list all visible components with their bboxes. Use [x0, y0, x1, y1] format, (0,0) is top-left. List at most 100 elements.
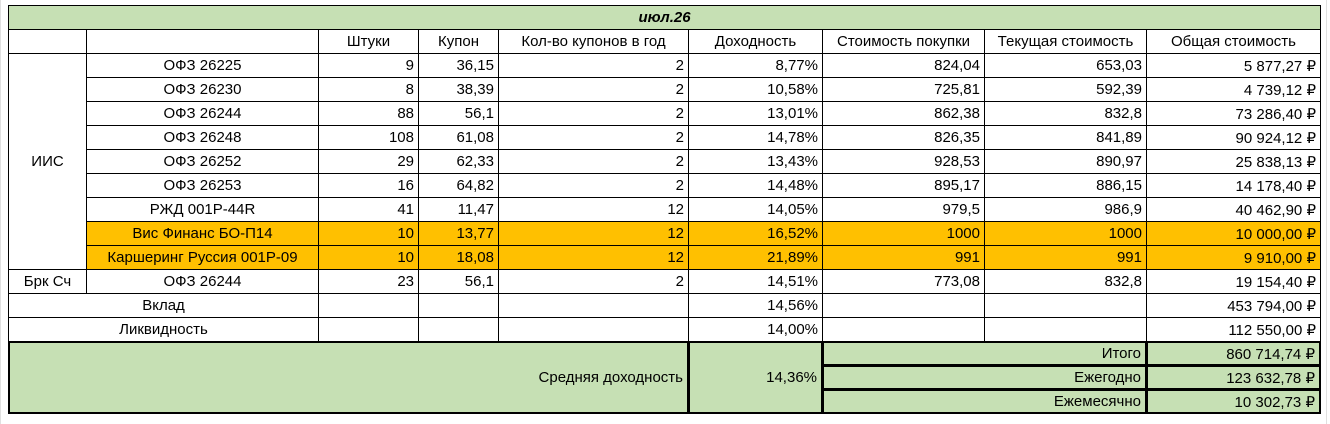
value-cell: 18,08 — [418, 245, 499, 270]
empty-cell — [418, 317, 499, 342]
value-cell: 725,81 — [822, 77, 985, 102]
bond-name: ОФЗ 26244 — [86, 101, 319, 126]
value-cell: 832,8 — [984, 269, 1147, 294]
value-cell: 841,89 — [984, 125, 1147, 150]
value-cell: 2 — [498, 101, 689, 126]
value-cell: 90 924,12 ₽ — [1146, 125, 1321, 150]
value-cell: 108 — [318, 125, 419, 150]
value-cell: 12 — [498, 221, 689, 246]
row-name: Ликвидность — [8, 317, 319, 342]
header-empty — [86, 29, 319, 54]
value-cell: 5 877,27 ₽ — [1146, 53, 1321, 78]
empty-cell — [984, 293, 1147, 318]
total-cell: 453 794,00 ₽ — [1146, 293, 1321, 318]
summary-label: Средняя доходность — [8, 341, 689, 414]
value-cell: 88 — [318, 101, 419, 126]
header-cell: Доходность — [688, 29, 823, 54]
header-cell: Купон — [418, 29, 499, 54]
value-cell: 10,58% — [688, 77, 823, 102]
summary-value: 14,36% — [688, 341, 823, 414]
value-cell: 16,52% — [688, 221, 823, 246]
value-cell: 2 — [498, 125, 689, 150]
value-cell: 14,48% — [688, 173, 823, 198]
value-cell: 592,39 — [984, 77, 1147, 102]
value-cell: 886,15 — [984, 173, 1147, 198]
header-cell: Текущая стоимость — [984, 29, 1147, 54]
summary-item-value: 123 632,78 ₽ — [1146, 365, 1321, 390]
header-empty — [8, 29, 87, 54]
value-cell: 21,89% — [688, 245, 823, 270]
value-cell: 36,15 — [418, 53, 499, 78]
value-cell: 991 — [984, 245, 1147, 270]
value-cell: 14,78% — [688, 125, 823, 150]
bond-name: ОФЗ 26253 — [86, 173, 319, 198]
header-cell: Стоимость покупки — [822, 29, 985, 54]
value-cell: 64,82 — [418, 173, 499, 198]
value-cell: 986,9 — [984, 197, 1147, 222]
value-cell: 2 — [498, 173, 689, 198]
value-cell: 832,8 — [984, 101, 1147, 126]
summary-item-label: Ежегодно — [822, 365, 1147, 390]
value-cell: 73 286,40 ₽ — [1146, 101, 1321, 126]
bond-name: ОФЗ 26248 — [86, 125, 319, 150]
header-cell: Общая стоимость — [1146, 29, 1321, 54]
yield-cell: 14,56% — [688, 293, 823, 318]
bond-name: ОФЗ 26252 — [86, 149, 319, 174]
value-cell: 9 — [318, 53, 419, 78]
value-cell: 56,1 — [418, 101, 499, 126]
value-cell: 8,77% — [688, 53, 823, 78]
empty-cell — [418, 293, 499, 318]
value-cell: 25 838,13 ₽ — [1146, 149, 1321, 174]
summary-item-value: 860 714,74 ₽ — [1146, 341, 1321, 366]
value-cell: 10 — [318, 245, 419, 270]
value-cell: 1000 — [822, 221, 985, 246]
empty-cell — [318, 317, 419, 342]
value-cell: 1000 — [984, 221, 1147, 246]
value-cell: 23 — [318, 269, 419, 294]
value-cell: 14,05% — [688, 197, 823, 222]
value-cell: 13,77 — [418, 221, 499, 246]
value-cell: 61,08 — [418, 125, 499, 150]
bond-name: ОФЗ 26230 — [86, 77, 319, 102]
value-cell: 890,97 — [984, 149, 1147, 174]
summary-item-label: Итого — [822, 341, 1147, 366]
value-cell: 12 — [498, 245, 689, 270]
group-label: Брк Сч — [8, 269, 87, 294]
value-cell: 14,51% — [688, 269, 823, 294]
value-cell: 11,47 — [418, 197, 499, 222]
value-cell: 653,03 — [984, 53, 1147, 78]
empty-cell — [984, 317, 1147, 342]
value-cell: 979,5 — [822, 197, 985, 222]
value-cell: 862,38 — [822, 101, 985, 126]
value-cell: 13,01% — [688, 101, 823, 126]
yield-cell: 14,00% — [688, 317, 823, 342]
value-cell: 928,53 — [822, 149, 985, 174]
value-cell: 4 739,12 ₽ — [1146, 77, 1321, 102]
value-cell: 991 — [822, 245, 985, 270]
value-cell: 2 — [498, 269, 689, 294]
value-cell: 895,17 — [822, 173, 985, 198]
title-cell: июл.26 — [8, 5, 1321, 30]
header-cell: Штуки — [318, 29, 419, 54]
empty-cell — [498, 317, 689, 342]
header-cell: Кол-во купонов в год — [498, 29, 689, 54]
value-cell: 29 — [318, 149, 419, 174]
value-cell: 12 — [498, 197, 689, 222]
value-cell: 16 — [318, 173, 419, 198]
value-cell: 2 — [498, 77, 689, 102]
value-cell: 2 — [498, 53, 689, 78]
value-cell: 9 910,00 ₽ — [1146, 245, 1321, 270]
empty-cell — [498, 293, 689, 318]
bond-name: Вис Финанс БО-П14 — [86, 221, 319, 246]
summary-item-label: Ежемесячно — [822, 389, 1147, 414]
total-cell: 112 550,00 ₽ — [1146, 317, 1321, 342]
value-cell: 40 462,90 ₽ — [1146, 197, 1321, 222]
bond-name: ОФЗ 26225 — [86, 53, 319, 78]
value-cell: 773,08 — [822, 269, 985, 294]
value-cell: 14 178,40 ₽ — [1146, 173, 1321, 198]
grid-line — [1326, 0, 1327, 424]
empty-cell — [822, 317, 985, 342]
empty-cell — [318, 293, 419, 318]
value-cell: 8 — [318, 77, 419, 102]
value-cell: 19 154,40 ₽ — [1146, 269, 1321, 294]
